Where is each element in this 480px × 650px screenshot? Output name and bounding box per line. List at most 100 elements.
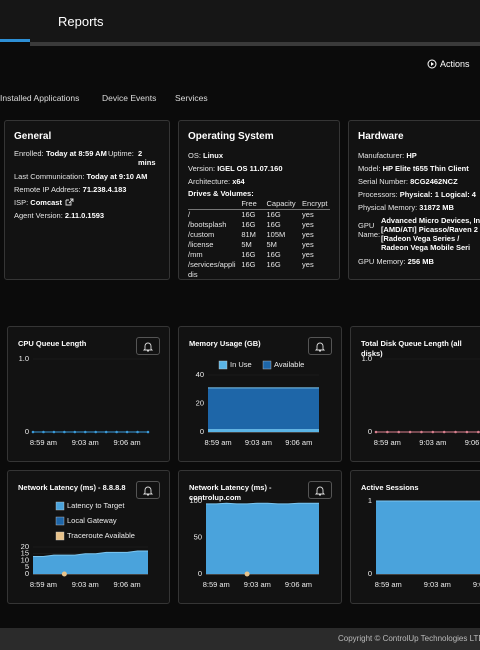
cell: yes: [302, 240, 314, 249]
table-row: /mm 16G 16G yes: [188, 250, 330, 260]
point: [465, 430, 469, 434]
card-title: General: [14, 131, 52, 142]
alert-button[interactable]: [308, 481, 332, 499]
label: Uptime:: [108, 149, 134, 158]
info-row: Last Communication: Today at 9:10 AM: [14, 170, 160, 183]
value: IGEL OS 11.07.160: [217, 164, 283, 173]
cell: 16G: [241, 250, 256, 259]
point: [146, 430, 150, 434]
general-card: General Enrolled: Today at 8:59 AM Uptim…: [4, 120, 170, 280]
legend-label: Traceroute Available: [67, 531, 135, 540]
y-tick-label: 50: [194, 532, 202, 541]
value: 256 MB: [407, 257, 434, 266]
tab[interactable]: Device Events: [102, 93, 157, 103]
cell: /custom: [188, 230, 215, 239]
cell: 16G: [241, 210, 256, 219]
label: GPU Memory:: [358, 257, 406, 266]
cell: 16G: [241, 220, 256, 229]
point: [476, 430, 480, 434]
cell: 16G: [241, 260, 256, 269]
y-tick-label: 0: [200, 427, 204, 436]
info-row: GPU Memory: 256 MB: [358, 255, 480, 268]
tab[interactable]: Services: [175, 93, 208, 103]
value: 2.11.0.1593: [64, 211, 105, 220]
label: Processors:: [358, 190, 398, 199]
cell: 16G: [266, 250, 281, 259]
table-row: /custom 81M 105M yes: [188, 230, 330, 240]
value: 71.238.4.183: [82, 185, 127, 194]
point: [104, 430, 108, 434]
table-row: / 16G 16G yes: [188, 210, 330, 221]
label: Serial Number:: [358, 177, 409, 186]
y-tick-label: 0: [25, 427, 29, 436]
legend-label: Available: [274, 360, 304, 369]
header-cell: Encrypt: [302, 199, 330, 210]
cell: /mm: [188, 250, 203, 259]
cell: yes: [302, 220, 314, 229]
point: [125, 430, 129, 434]
label: GPU Name:: [358, 221, 381, 239]
value: x64: [232, 177, 245, 186]
point: [63, 430, 66, 434]
legend-swatch: [262, 360, 272, 370]
chart-card: Total Disk Queue Length (all disks) 0 1.0 8…: [350, 326, 480, 462]
cell: 16G: [266, 210, 281, 219]
y-tick-label: 0: [368, 427, 372, 436]
value: Advanced Micro Devices, Inc. [AMD/ATI] P…: [380, 216, 480, 252]
cell: /license: [188, 240, 214, 249]
actions-button[interactable]: Actions: [427, 59, 470, 69]
footer: [0, 628, 480, 650]
chart-title: Active Sessions: [361, 483, 419, 492]
point: [408, 430, 412, 434]
chart-title: CPU Queue Length: [18, 339, 87, 348]
table-header: Free Capacity Encrypt: [188, 199, 330, 210]
info-row: Architecture: x64: [188, 175, 330, 188]
x-tick-label: 9:03 am: [72, 580, 99, 589]
cell: 105M: [266, 230, 286, 239]
value: Comcast: [30, 198, 62, 207]
x-tick-label: 8:59 am: [374, 438, 401, 447]
x-tick-label: 9:06 am: [114, 580, 141, 589]
alert-button[interactable]: [136, 337, 160, 355]
bell-icon: [142, 486, 154, 496]
tab[interactable]: Installed Applications: [0, 93, 80, 103]
y-tick-label: 5: [25, 562, 29, 571]
gpu-row: GPU Name: Advanced Micro Devices, Inc. [A…: [358, 216, 480, 252]
info-row: Agent Version: 2.11.0.1593: [14, 209, 160, 222]
x-tick-label: 9:03 am: [424, 580, 451, 589]
y-tick-label: 20: [21, 542, 29, 551]
alert-button[interactable]: [308, 337, 332, 355]
y-tick-label: 0: [198, 569, 202, 578]
x-tick-label: 8:59 am: [30, 438, 57, 447]
point: [136, 430, 139, 434]
chart-title: Memory Usage (GB): [189, 339, 261, 348]
cell: yes: [302, 260, 314, 269]
bell-icon: [142, 342, 154, 352]
chart-card: Network Latency (ms) - controlup.com 0 50 1…: [178, 470, 342, 604]
chart-plot: 0 1.0 8:59 am 9:03 am 9:06 am: [19, 354, 150, 447]
point: [374, 430, 378, 434]
chart-card: Memory Usage (GB) 0 20 40 8:59 am 9:03 am 9:06…: [178, 326, 342, 462]
label: Architecture:: [188, 177, 231, 186]
info-row: OS: Linux: [188, 149, 330, 162]
area: [206, 503, 319, 574]
actions-label[interactable]: Actions: [440, 59, 470, 69]
x-tick-label: 8:59 am: [203, 580, 230, 589]
copyright: Copyright © ControlUp Technologies LTD.: [338, 634, 480, 643]
point: [431, 430, 435, 434]
x-tick-label: 9:06 am: [285, 580, 312, 589]
card-title: Operating System: [188, 131, 274, 142]
legend-swatch: [55, 501, 65, 511]
point: [397, 430, 401, 434]
alert-button[interactable]: [136, 481, 160, 499]
chart-title: Total Disk Queue Length (all disks): [361, 339, 462, 358]
table: Free Capacity Encrypt/16G 16G yes/bootsplash…: [188, 199, 330, 279]
info-row: Remote IP Address: 71.238.4.183: [14, 183, 160, 196]
marker-point: [244, 571, 250, 577]
table-row: /bootsplash 16G 16G yes: [188, 220, 330, 230]
y-tick-label: 20: [196, 398, 204, 407]
value: 2 mins: [138, 149, 156, 167]
value: Linux: [203, 151, 224, 160]
label: Physical Memory:: [358, 203, 418, 212]
